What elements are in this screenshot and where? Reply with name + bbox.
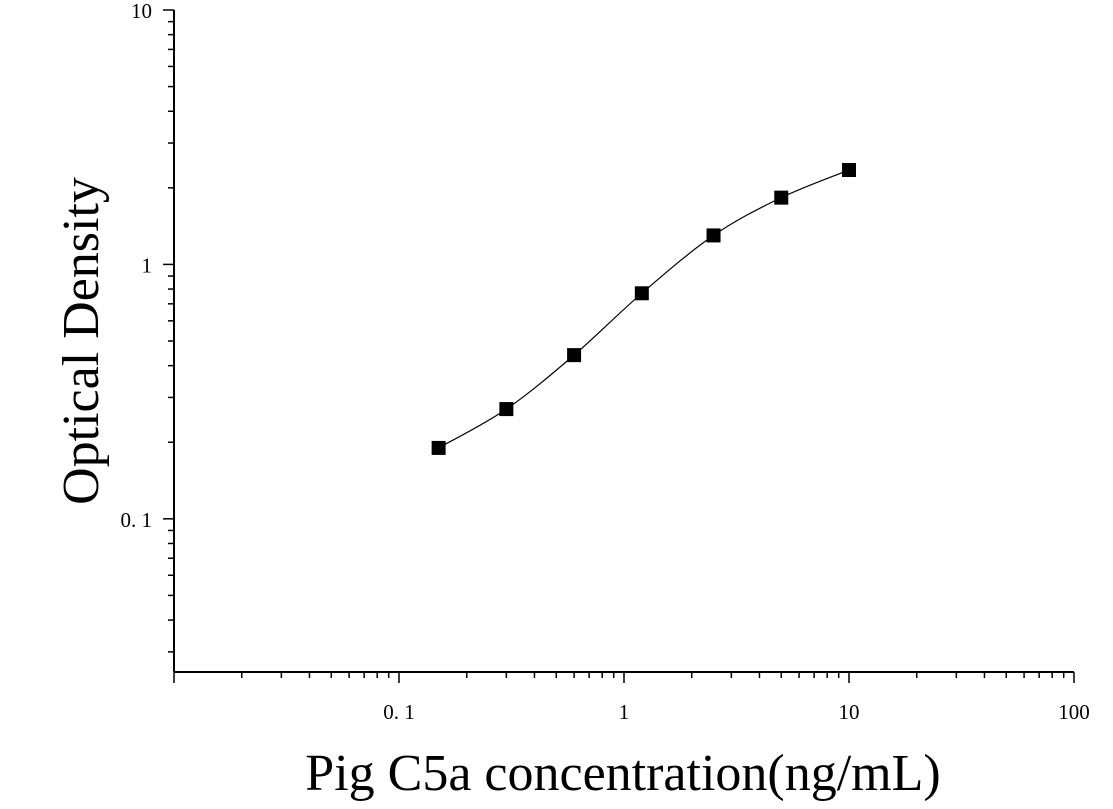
x-tick-label: 0. 1	[383, 700, 415, 724]
y-axis-label: Optical Density	[53, 177, 110, 505]
y-tick-label: 10	[131, 0, 152, 23]
data-points	[431, 163, 856, 455]
data-point	[774, 190, 789, 205]
x-tick-label: 1	[619, 700, 630, 724]
axes	[173, 10, 1074, 673]
y-tick-label: 0. 1	[121, 508, 153, 532]
data-point	[634, 286, 649, 301]
data-point	[706, 228, 721, 243]
tick-labels: 0. 1 1 10 100 0. 1 1 10	[121, 0, 1090, 724]
data-point	[499, 402, 514, 417]
x-tick-label: 10	[839, 700, 860, 724]
data-point	[431, 440, 446, 455]
x-axis-label: Pig C5a concentration(ng/mL)	[305, 745, 940, 802]
data-point	[842, 163, 856, 178]
x-tick-label: 100	[1058, 700, 1090, 724]
y-tick-label: 1	[142, 253, 153, 277]
ticks	[163, 9, 1075, 683]
data-point	[567, 348, 582, 363]
